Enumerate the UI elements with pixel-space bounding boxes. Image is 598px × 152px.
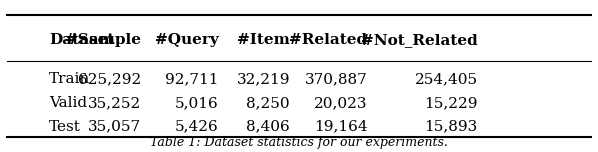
Text: #Related: #Related (289, 33, 367, 47)
Text: 32,219: 32,219 (237, 72, 290, 86)
Text: 8,250: 8,250 (246, 96, 290, 110)
Text: Test: Test (49, 120, 81, 134)
Text: 35,057: 35,057 (88, 120, 141, 134)
Text: 8,406: 8,406 (246, 120, 290, 134)
Text: #Item: #Item (237, 33, 290, 47)
Text: #Sample: #Sample (65, 33, 141, 47)
Text: Dataset: Dataset (49, 33, 114, 47)
Text: 15,229: 15,229 (424, 96, 478, 110)
Text: Valid: Valid (49, 96, 87, 110)
Text: 370,887: 370,887 (305, 72, 367, 86)
Text: Train: Train (49, 72, 90, 86)
Text: 35,252: 35,252 (88, 96, 141, 110)
Text: 20,023: 20,023 (314, 96, 367, 110)
Text: 625,292: 625,292 (78, 72, 141, 86)
Text: 92,711: 92,711 (165, 72, 219, 86)
Text: 19,164: 19,164 (314, 120, 367, 134)
Text: 5,426: 5,426 (175, 120, 219, 134)
Text: #Not_Related: #Not_Related (361, 33, 478, 47)
Text: Table 1: Dataset statistics for our experiments.: Table 1: Dataset statistics for our expe… (150, 136, 448, 149)
Text: 5,016: 5,016 (175, 96, 219, 110)
Text: #Query: #Query (155, 33, 219, 47)
Text: 254,405: 254,405 (414, 72, 478, 86)
Text: 15,893: 15,893 (425, 120, 478, 134)
